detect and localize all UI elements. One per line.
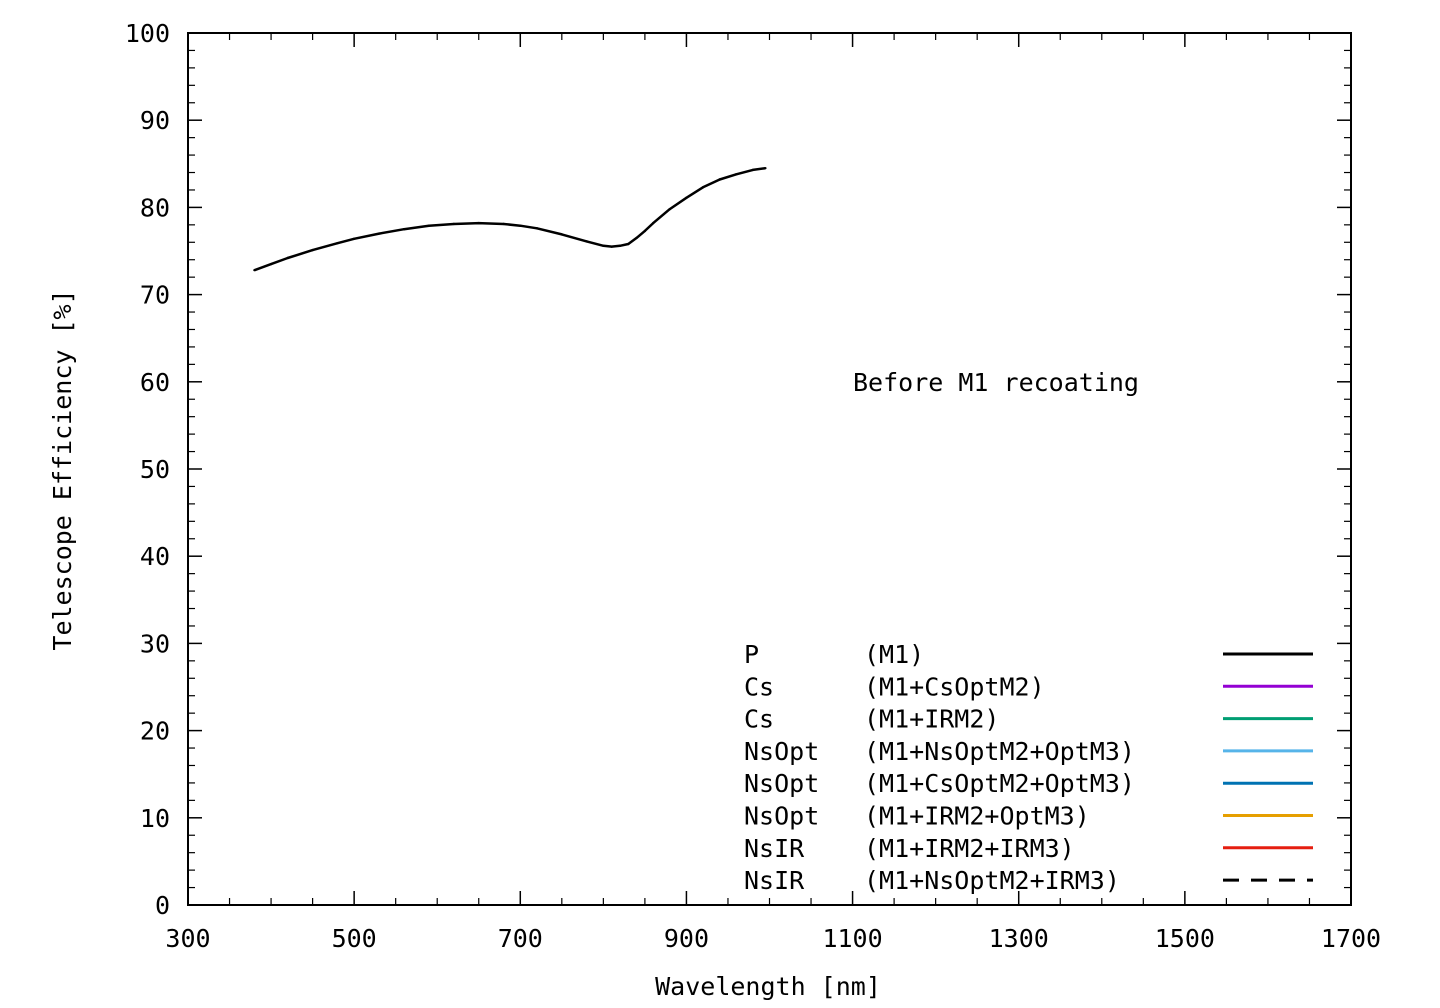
series-point <box>652 221 655 225</box>
legend-entry-name: NsOpt <box>744 802 819 831</box>
series-point <box>602 244 605 247</box>
x-tick-label: 500 <box>332 924 377 953</box>
series-point <box>735 173 738 176</box>
legend-entry-config: (M1+IRM2+IRM3) <box>864 834 1075 863</box>
series-point <box>585 240 588 243</box>
y-tick-label: 80 <box>140 193 170 222</box>
legend-entry-config: (M1) <box>864 640 924 669</box>
legend-entry-config: (M1+NsOptM2+OptM3) <box>864 737 1135 766</box>
x-tick-label: 1700 <box>1321 924 1381 953</box>
series-point <box>352 237 356 240</box>
legend-entry-name: NsOpt <box>744 769 819 798</box>
legend-entry-name: NsIR <box>744 834 805 863</box>
series-point <box>610 245 613 248</box>
y-tick-label: 60 <box>140 368 170 397</box>
y-tick-label: 0 <box>155 891 170 920</box>
series-point <box>627 242 630 246</box>
series-point <box>618 244 622 247</box>
series-point <box>427 224 431 227</box>
legend-entry-name: NsOpt <box>744 737 819 766</box>
y-tick-label: 70 <box>140 281 170 310</box>
series-point <box>519 224 522 227</box>
series-point <box>311 248 314 252</box>
axis-ticks <box>187 32 1352 906</box>
series-point <box>751 168 755 172</box>
series-layer <box>253 166 767 272</box>
x-axis-title: Wavelength [nm] <box>655 972 881 1001</box>
legend-entry-name: NsIR <box>744 866 805 895</box>
y-axis-title: Telescope Efficiency [%] <box>48 289 77 650</box>
series-point <box>477 221 480 225</box>
x-tick-label: 700 <box>498 924 543 953</box>
y-tick-label: 30 <box>140 629 170 658</box>
legend: P (M1) Cs (M1+CsOptM2) Cs (M1+IRM2) NsOpt (M1+N… <box>744 640 1313 895</box>
legend-entry-config: (M1+IRM2) <box>864 705 999 734</box>
legend-entry-config: (M1+IRM2+OptM3) <box>864 802 1090 831</box>
y-tick-label: 20 <box>140 717 170 746</box>
series-point <box>502 222 505 226</box>
series-point <box>535 227 539 230</box>
legend-entry-config: (M1+CsOptM2) <box>864 672 1045 701</box>
x-tick-labels: 300 500 700 900 1100 1300 1500 1700 <box>165 924 1381 953</box>
x-tick-label: 1300 <box>989 924 1049 953</box>
series-point <box>560 233 564 236</box>
series-point <box>402 228 406 231</box>
x-tick-label: 900 <box>664 924 709 953</box>
legend-entry-config: (M1+NsOptM2+IRM3) <box>864 866 1120 895</box>
series-line-0 <box>254 166 766 272</box>
series-point <box>269 262 273 266</box>
series-point <box>452 222 456 226</box>
series-point <box>635 236 638 240</box>
series-point <box>701 186 705 189</box>
legend-entry-name: Cs <box>744 672 774 701</box>
x-tick-label: 300 <box>165 924 210 953</box>
series-point <box>685 196 688 200</box>
x-tick-label: 1500 <box>1155 924 1215 953</box>
y-tick-label: 100 <box>125 19 170 48</box>
y-tick-label: 90 <box>140 106 170 135</box>
series-point <box>286 256 289 260</box>
series-point <box>764 166 767 170</box>
legend-entry-name: P <box>744 640 759 669</box>
series-point <box>253 268 256 272</box>
series-point <box>718 178 721 181</box>
y-tick-label: 50 <box>140 455 170 484</box>
series-point <box>643 229 647 233</box>
series-point <box>336 241 339 245</box>
legend-entry-config: (M1+CsOptM2+OptM3) <box>864 769 1135 798</box>
y-tick-label: 10 <box>140 804 170 833</box>
x-tick-label: 1100 <box>822 924 882 953</box>
plot-frame <box>187 32 1352 906</box>
series-point <box>377 232 381 235</box>
y-tick-labels: 0 10 20 30 40 50 60 70 80 90 100 <box>125 19 170 920</box>
legend-entry-name: Cs <box>744 705 774 734</box>
series-point <box>668 207 672 211</box>
y-tick-label: 40 <box>140 542 170 571</box>
annotation-text: Before M1 recoating <box>853 368 1139 397</box>
